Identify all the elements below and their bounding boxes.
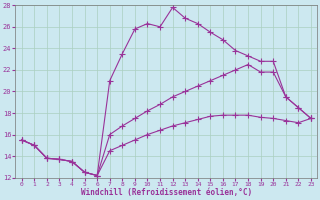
X-axis label: Windchill (Refroidissement éolien,°C): Windchill (Refroidissement éolien,°C) [81,188,252,197]
